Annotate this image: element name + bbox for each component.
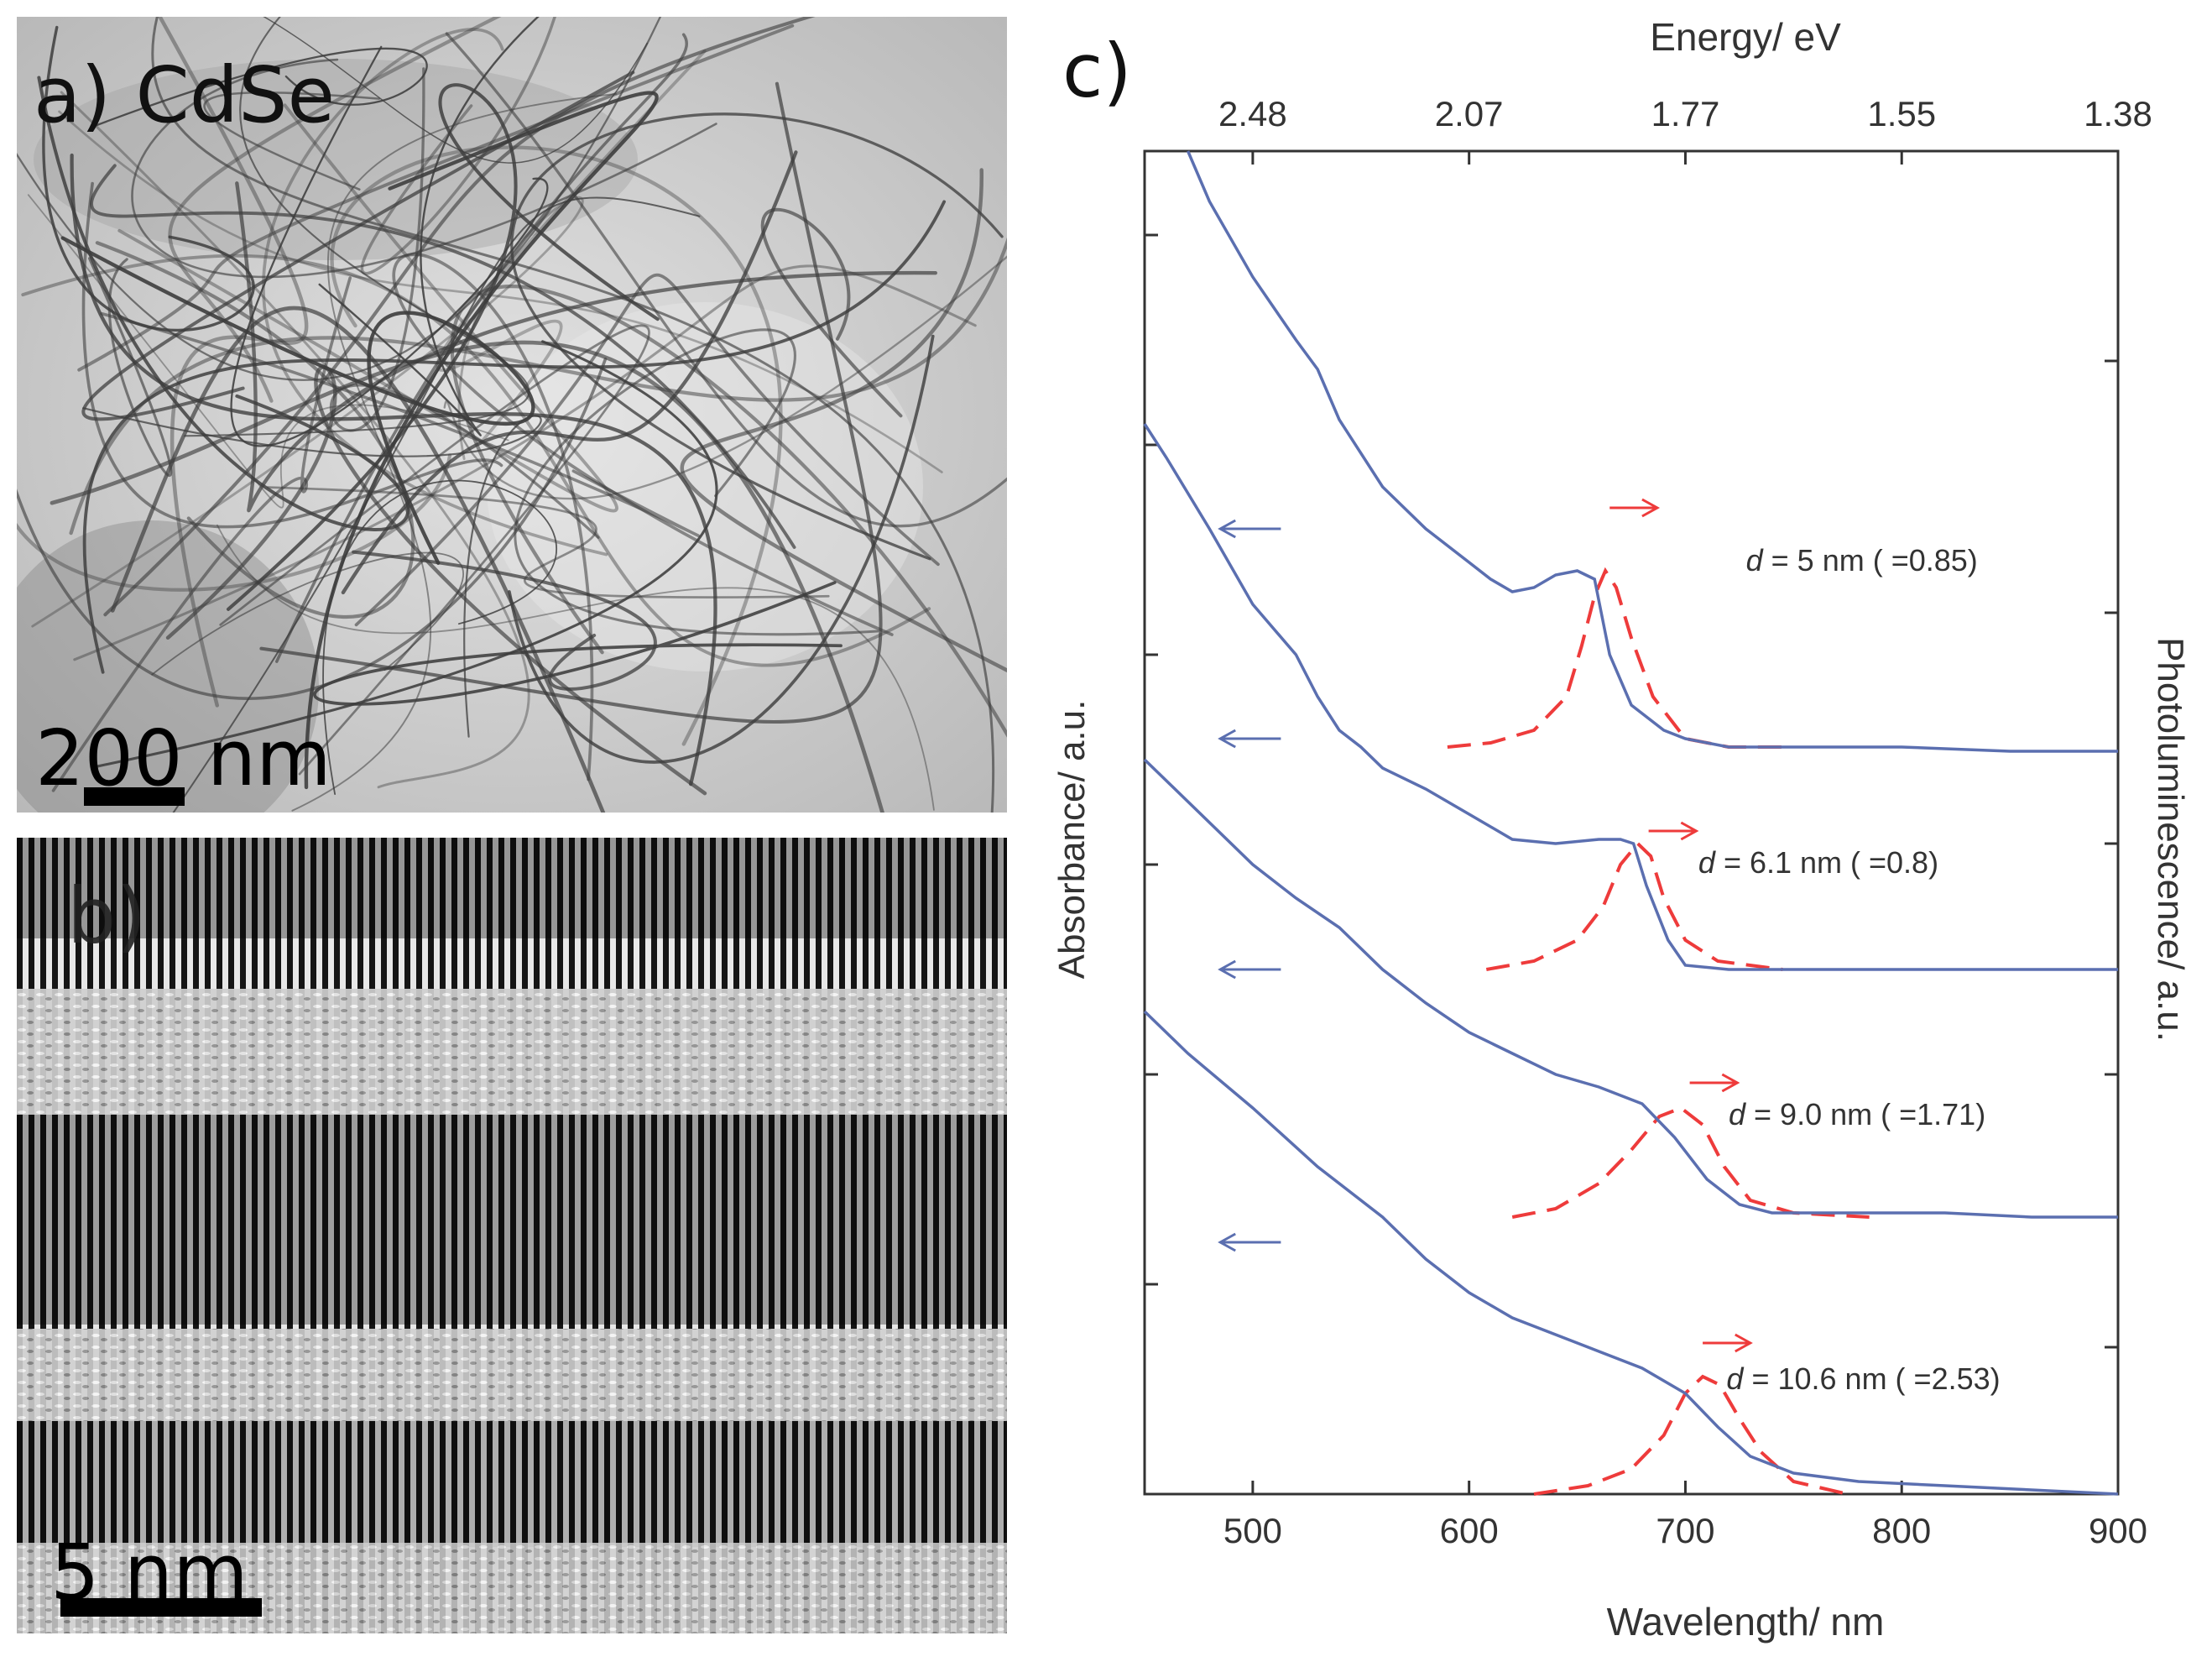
absorbance-arrow-head — [1218, 1232, 1236, 1252]
pl-arrow-head — [1641, 498, 1661, 518]
nanowire — [680, 168, 1007, 673]
nanowire — [508, 334, 935, 764]
pl-arrow-head — [1680, 821, 1699, 841]
nanowire — [354, 273, 940, 627]
pl-curve — [1485, 841, 1783, 971]
nanowire — [514, 328, 879, 636]
nanowire — [87, 257, 173, 478]
pl-curve — [1511, 1105, 1870, 1219]
nanowire — [450, 285, 1007, 738]
pl-curve — [1533, 1374, 1849, 1496]
tem-image-nanowires: a) CdSe 200 nm — [17, 17, 1007, 813]
y-axis-title-right: Photoluminescence/ a.u. — [2150, 637, 2191, 1042]
nanowire — [117, 103, 618, 513]
nanowire — [93, 47, 428, 128]
nanowire — [37, 76, 410, 531]
nanowire — [352, 550, 657, 691]
nanowire — [318, 17, 540, 436]
scale-bar-b — [60, 1598, 262, 1617]
nanowire — [60, 236, 535, 565]
nanowire — [131, 58, 717, 279]
absorbance-curve — [1143, 1010, 2119, 1496]
scale-bar-a — [84, 787, 185, 806]
x-tick-label: 500 — [1223, 1511, 1282, 1550]
x-tick-label: 900 — [2089, 1511, 2147, 1550]
nanowire — [50, 340, 884, 813]
nanowire — [341, 150, 798, 595]
nanowire — [17, 357, 608, 700]
panel-label-b: b) — [67, 871, 147, 961]
series-annotation: d = 6.1 nm ( =0.8) — [1698, 845, 1938, 880]
nanowire — [73, 264, 977, 661]
top-tick-label: 2.07 — [1435, 94, 1504, 133]
nanowire — [90, 164, 796, 549]
nanowire — [259, 81, 883, 724]
y-axis-title-left: Absorbance/ a.u. — [1051, 700, 1093, 980]
nanowire — [443, 255, 1007, 500]
lattice-micrograph — [17, 838, 1007, 1633]
panel-label-c: c) — [1062, 28, 1132, 114]
nanowire — [69, 236, 1007, 536]
nanowire — [58, 110, 943, 473]
nanowire — [203, 91, 380, 191]
nanowire — [95, 241, 415, 619]
top-tick-label: 1.38 — [2084, 94, 2152, 133]
nanowire — [82, 407, 542, 738]
nanowire — [445, 32, 1007, 528]
top-tick-label: 1.77 — [1651, 94, 1720, 133]
plot-frame — [1143, 149, 2120, 1496]
top-tick-label: 2.48 — [1218, 94, 1287, 133]
absorbance-curve — [1143, 758, 2118, 1219]
nanowire — [510, 112, 1004, 561]
nanowire — [17, 17, 661, 381]
nanowire — [226, 83, 660, 611]
nanowire — [81, 181, 503, 529]
panel-label-a: a) CdSe — [34, 50, 336, 140]
series-annotation: d = 10.6 nm ( =2.53) — [1726, 1361, 2000, 1396]
series-annotation: d = 5 nm ( =0.85) — [1746, 543, 1978, 577]
nanowire — [42, 25, 255, 332]
nanowire — [151, 551, 464, 676]
nanowire — [81, 71, 635, 421]
series-annotation: d = 9.0 nm ( =1.71) — [1729, 1097, 1985, 1131]
pl-arrow-head — [1735, 1333, 1753, 1353]
top-tick-label: 1.55 — [1867, 94, 1936, 133]
nanowire — [760, 207, 903, 418]
nanowire — [77, 24, 795, 372]
absorbance-arrow-head — [1218, 959, 1236, 980]
nanowire — [330, 145, 783, 746]
nanowire — [70, 153, 717, 786]
x-tick-label: 800 — [1872, 1511, 1931, 1550]
absorbance-curve — [1186, 150, 2118, 753]
nanowire — [103, 17, 816, 617]
absorbance-arrow-head — [1218, 519, 1236, 539]
x-tick-label: 700 — [1656, 1511, 1714, 1550]
nanowire — [329, 67, 600, 539]
absorbance-arrow-head — [1218, 729, 1236, 749]
hrtem-image-lattice: b) 5 nm — [17, 838, 1007, 1633]
nanowire — [17, 453, 452, 592]
nanowire-micrograph — [17, 17, 1007, 813]
pl-arrow-head — [1721, 1073, 1740, 1093]
top-axis-title: Energy/ eV — [1650, 15, 1841, 59]
nanowire — [151, 17, 994, 813]
absorbance-curve — [1143, 423, 2118, 971]
x-tick-label: 600 — [1440, 1511, 1499, 1550]
x-axis-title: Wavelength/ nm — [1607, 1600, 1885, 1643]
spectra-chart: c) Energy/ eV Wavelength/ nm Absorbance/… — [1051, 15, 2191, 1643]
nanowire — [436, 50, 707, 445]
pl-curve — [1447, 567, 1790, 749]
nanowire — [313, 581, 843, 706]
nanowire — [100, 311, 700, 537]
nanowire — [291, 93, 618, 812]
nanowire — [165, 365, 707, 796]
nanowire — [168, 17, 502, 403]
nanowire — [304, 91, 659, 790]
